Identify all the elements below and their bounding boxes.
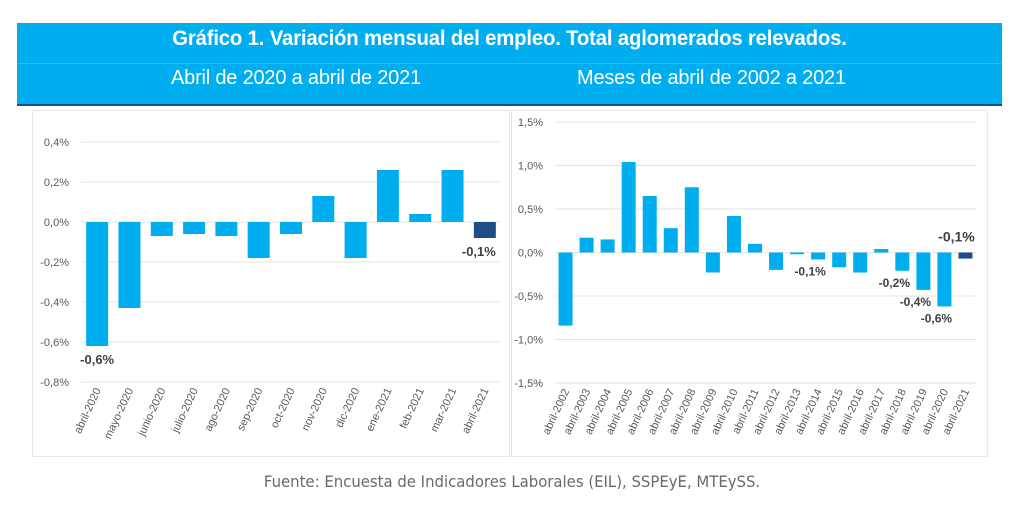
bar-mar-2021 [441, 170, 464, 222]
bar-abril-2020 [86, 222, 109, 346]
bar-abril-2010 [726, 215, 741, 253]
x-tick-label: feb-2021 [398, 386, 427, 430]
bar-abril-2020 [937, 252, 952, 307]
y-tick-label: 0,0% [44, 217, 69, 229]
bar-abril-2012 [769, 252, 784, 270]
bar-mayo-2020 [118, 222, 141, 308]
subtitle-right: Meses de abril de 2002 a 2021 [577, 67, 846, 89]
data-label: -0,1% [794, 264, 826, 278]
y-tick-label: -0,2% [40, 257, 69, 269]
y-tick-label: -0,8% [40, 377, 69, 389]
monthly-variation-chart: 0,4%0,2%0,0%-0,2%-0,4%-0,6%-0,8%abril-20… [40, 137, 501, 441]
header-divider [17, 63, 1002, 64]
data-label: -0,4% [900, 295, 932, 309]
bar-abril-2004 [600, 239, 615, 253]
bar-abril-2005 [621, 162, 636, 253]
april-chart-panel: 1,5% 1,0% 0,5% 0,0% -0,5% -1,0% -1,5% abril-200… [511, 110, 988, 457]
y-tick-label: 0,2% [44, 177, 69, 189]
bar-nov-2020 [312, 196, 335, 222]
bar-abril-2002 [558, 252, 573, 326]
bar-abril-2017 [874, 249, 889, 253]
bar-abril-2021 [473, 222, 496, 238]
y-tick-label: 0,5% [518, 204, 543, 216]
bar-abril-2009 [705, 252, 720, 273]
bar-abril-2016 [853, 252, 868, 273]
data-label: -0,1% [938, 229, 975, 245]
y-tick-label: 0,4% [44, 137, 69, 149]
bar-ene-2021 [376, 170, 399, 222]
y-tick-label: 0,0% [518, 248, 543, 260]
bar-abril-2021 [958, 252, 973, 259]
bar-abril-2019 [916, 252, 931, 290]
x-tick-label: nov-2020 [300, 386, 330, 433]
monthly-chart-panel: 0,4% 0,2% 0,0% -0,2% -0,4% -0,6% -0,8% abril-20… [32, 110, 510, 457]
bar-abril-2011 [747, 243, 762, 253]
y-tick-label: 1,5% [518, 117, 543, 129]
data-label: -0,6% [921, 311, 953, 325]
x-tick-label: oct-2020 [269, 386, 298, 430]
bar-sep-2020 [247, 222, 270, 258]
bar-ago-2020 [215, 222, 238, 236]
x-tick-label: junio-2020 [135, 386, 168, 439]
subtitle-left: Abril de 2020 a abril de 2021 [171, 67, 421, 89]
y-tick-label: -0,6% [40, 337, 69, 349]
bar-abril-2014 [811, 252, 826, 260]
x-tick-label: abril-2021 [460, 386, 492, 435]
bar-abril-2013 [790, 252, 805, 255]
chart-header: Gráfico 1. Variación mensual del empleo.… [17, 23, 1002, 106]
y-tick-label: -0,5% [514, 291, 543, 303]
bar-abril-2018 [895, 252, 910, 271]
x-tick-label: julio-2020 [169, 386, 200, 435]
x-tick-label: abril-2020 [72, 386, 104, 435]
y-tick-label: -1,5% [514, 378, 543, 390]
x-tick-label: ago-2020 [203, 386, 234, 433]
data-label: -0,6% [80, 352, 114, 367]
bar-abril-2007 [663, 228, 678, 253]
bar-dic-2020 [344, 222, 367, 258]
x-tick-label: mayo-2020 [102, 386, 136, 441]
april-variation-chart: 1,5%1,0%0,5%0,0%-0,5%-1,0%-1,5%abril-200… [514, 117, 976, 437]
bar-abril-2003 [579, 237, 594, 253]
bar-feb-2021 [409, 214, 432, 222]
x-tick-label: mar-2021 [428, 386, 459, 434]
bar-junio-2020 [150, 222, 173, 236]
y-tick-label: -1,0% [514, 335, 543, 347]
source-note: Fuente: Encuesta de Indicadores Laborale… [263, 472, 761, 491]
bar-abril-2008 [684, 187, 699, 253]
data-label: -0,2% [879, 276, 911, 290]
x-tick-label: ene-2021 [364, 386, 395, 433]
x-tick-label: sep-2020 [235, 386, 265, 433]
bar-abril-2006 [642, 195, 657, 253]
bar-oct-2020 [280, 222, 302, 234]
bar-abril-2015 [832, 252, 847, 268]
x-tick-label: dic-2020 [334, 386, 363, 429]
data-label: -0,1% [462, 244, 496, 259]
bar-julio-2020 [183, 222, 206, 234]
figure-title: Gráfico 1. Variación mensual del empleo.… [172, 27, 847, 50]
y-tick-label: -0,4% [40, 297, 69, 309]
y-tick-label: 1,0% [518, 161, 543, 173]
